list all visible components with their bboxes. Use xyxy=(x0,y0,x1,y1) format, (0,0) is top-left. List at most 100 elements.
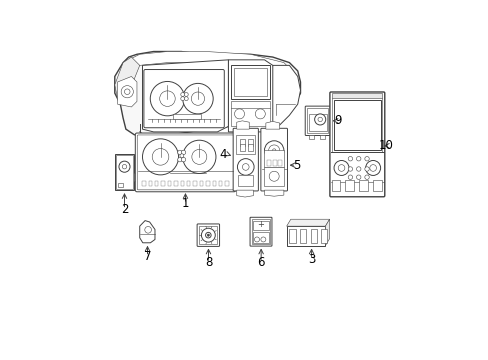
Circle shape xyxy=(191,149,206,164)
Bar xyxy=(247,144,252,151)
Circle shape xyxy=(255,109,265,119)
Bar xyxy=(199,226,217,244)
Circle shape xyxy=(264,141,284,160)
Bar xyxy=(264,150,284,167)
Polygon shape xyxy=(142,60,228,132)
Polygon shape xyxy=(128,51,292,79)
Bar xyxy=(236,135,255,153)
Bar xyxy=(333,100,380,149)
FancyBboxPatch shape xyxy=(143,69,224,128)
Polygon shape xyxy=(228,60,278,132)
Bar xyxy=(300,229,305,243)
Circle shape xyxy=(152,149,168,165)
Bar xyxy=(238,175,253,186)
Circle shape xyxy=(207,234,209,236)
Circle shape xyxy=(124,89,130,94)
Bar xyxy=(117,183,123,187)
Bar xyxy=(331,180,340,191)
Bar xyxy=(289,229,295,243)
Polygon shape xyxy=(265,121,279,129)
Bar xyxy=(372,180,381,191)
Bar xyxy=(167,181,171,186)
Circle shape xyxy=(356,167,360,171)
Bar xyxy=(142,181,145,186)
Circle shape xyxy=(338,165,344,171)
Circle shape xyxy=(365,161,380,175)
Polygon shape xyxy=(140,221,155,243)
Polygon shape xyxy=(236,190,253,197)
Text: 8: 8 xyxy=(204,256,212,269)
FancyBboxPatch shape xyxy=(249,217,271,246)
Polygon shape xyxy=(115,51,300,138)
Bar xyxy=(247,139,252,146)
Text: 6: 6 xyxy=(257,256,264,269)
Circle shape xyxy=(205,233,211,238)
Circle shape xyxy=(333,161,348,175)
Circle shape xyxy=(242,163,248,170)
Circle shape xyxy=(234,109,244,119)
Circle shape xyxy=(119,161,130,172)
Circle shape xyxy=(160,91,175,107)
Polygon shape xyxy=(272,66,300,126)
Circle shape xyxy=(347,175,352,179)
Circle shape xyxy=(177,150,182,155)
Circle shape xyxy=(369,165,376,171)
Circle shape xyxy=(268,171,279,181)
Circle shape xyxy=(150,81,184,116)
Circle shape xyxy=(180,154,183,158)
Text: 5: 5 xyxy=(292,159,300,172)
FancyBboxPatch shape xyxy=(329,92,384,197)
Circle shape xyxy=(121,86,133,98)
Circle shape xyxy=(347,157,352,161)
Bar xyxy=(308,114,326,131)
Circle shape xyxy=(191,92,204,105)
Text: 9: 9 xyxy=(333,114,341,127)
Bar xyxy=(200,181,203,186)
Bar xyxy=(225,181,228,186)
Bar xyxy=(359,180,367,191)
Bar xyxy=(148,181,152,186)
Bar xyxy=(193,181,196,186)
Polygon shape xyxy=(115,57,140,99)
Bar xyxy=(307,108,327,133)
Circle shape xyxy=(201,228,215,242)
Circle shape xyxy=(184,97,188,100)
Bar xyxy=(161,181,164,186)
Bar xyxy=(116,156,133,189)
Circle shape xyxy=(181,97,184,100)
Circle shape xyxy=(260,237,265,242)
Circle shape xyxy=(181,93,184,96)
Circle shape xyxy=(347,167,352,171)
Circle shape xyxy=(317,117,322,122)
Bar xyxy=(264,167,284,186)
Bar xyxy=(321,229,327,243)
Circle shape xyxy=(314,114,325,125)
FancyBboxPatch shape xyxy=(260,128,287,191)
Text: 7: 7 xyxy=(143,250,151,263)
Polygon shape xyxy=(117,76,137,107)
Bar xyxy=(180,181,183,186)
Text: 1: 1 xyxy=(182,198,189,211)
Circle shape xyxy=(177,157,182,162)
Circle shape xyxy=(268,145,279,156)
Text: +: + xyxy=(257,220,264,229)
FancyBboxPatch shape xyxy=(135,133,235,192)
Bar xyxy=(212,181,216,186)
Circle shape xyxy=(364,157,368,161)
Bar xyxy=(286,226,325,246)
FancyBboxPatch shape xyxy=(197,224,219,246)
Circle shape xyxy=(254,237,259,242)
Bar xyxy=(272,160,276,166)
Bar xyxy=(252,232,268,243)
Bar xyxy=(186,181,190,186)
Bar xyxy=(253,221,268,230)
FancyBboxPatch shape xyxy=(305,106,330,135)
Text: 4: 4 xyxy=(219,148,226,161)
Bar xyxy=(239,139,244,146)
Text: 2: 2 xyxy=(121,203,128,216)
Circle shape xyxy=(183,84,213,114)
Circle shape xyxy=(356,157,360,161)
FancyBboxPatch shape xyxy=(137,135,233,190)
FancyBboxPatch shape xyxy=(233,128,258,191)
Bar xyxy=(319,135,325,139)
